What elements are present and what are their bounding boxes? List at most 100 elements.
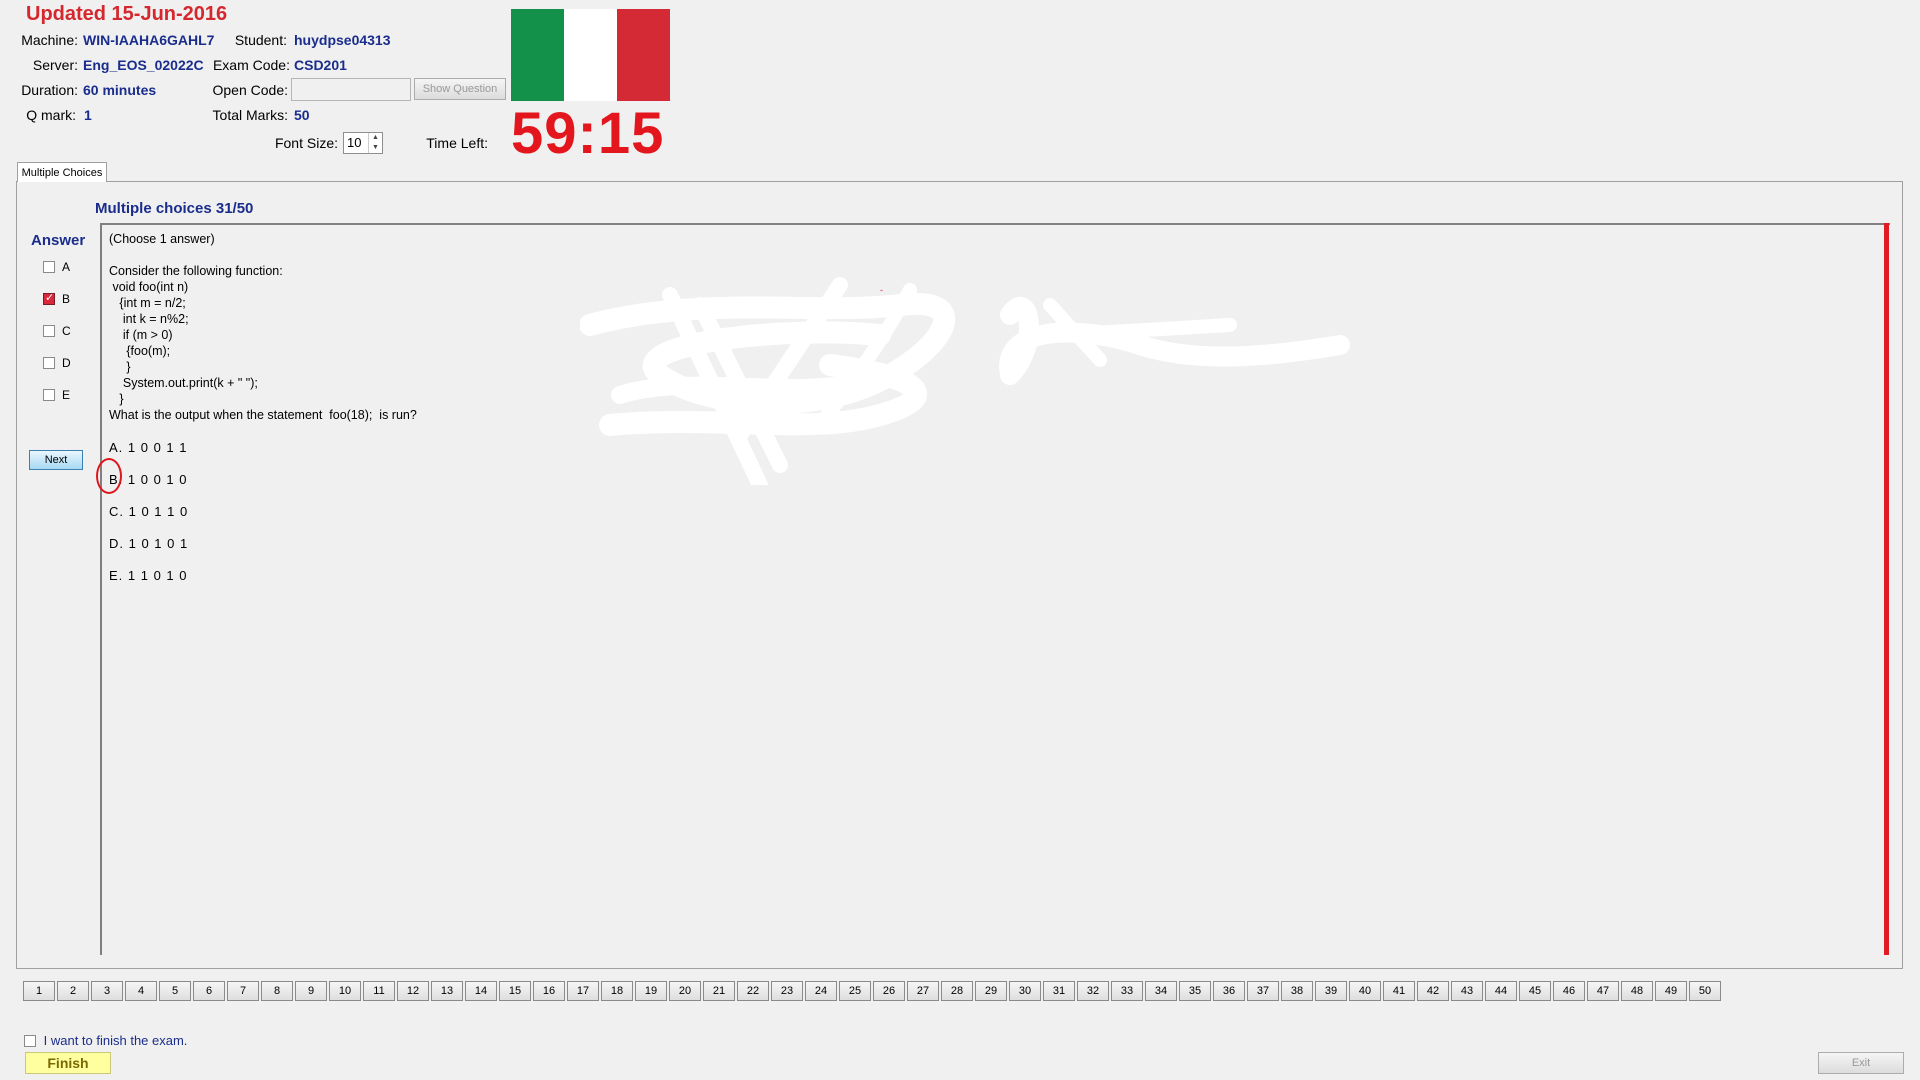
question-button[interactable]: 13 xyxy=(431,981,463,1001)
question-button[interactable]: 9 xyxy=(295,981,327,1001)
answer-choice-b[interactable]: B xyxy=(43,291,103,309)
flag-stripe-red xyxy=(617,9,670,101)
checkbox-c[interactable] xyxy=(43,324,55,337)
answer-choice-e[interactable]: E xyxy=(43,387,103,405)
question-button[interactable]: 7 xyxy=(227,981,259,1001)
answer-choice-c[interactable]: C xyxy=(43,323,103,341)
font-size-label: Font Size: xyxy=(274,135,338,151)
server-label: Server: xyxy=(32,57,78,73)
option-a: A. 1 0 0 1 1 xyxy=(109,440,188,455)
total-marks-value: 50 xyxy=(294,107,310,123)
machine-label: Machine: xyxy=(21,32,78,48)
exam-code-value: CSD201 xyxy=(294,57,347,73)
question-button[interactable]: 31 xyxy=(1043,981,1075,1001)
question-button[interactable]: 37 xyxy=(1247,981,1279,1001)
question-button[interactable]: 20 xyxy=(669,981,701,1001)
checkbox-e[interactable] xyxy=(43,388,55,401)
question-button[interactable]: 19 xyxy=(635,981,667,1001)
question-button[interactable]: 49 xyxy=(1655,981,1687,1001)
question-button[interactable]: 12 xyxy=(397,981,429,1001)
question-button[interactable]: 1 xyxy=(23,981,55,1001)
flag-image xyxy=(511,9,670,101)
checkbox-d[interactable] xyxy=(43,356,55,369)
question-button[interactable]: 42 xyxy=(1417,981,1449,1001)
question-button[interactable]: 32 xyxy=(1077,981,1109,1001)
choice-letter: A xyxy=(62,259,71,274)
question-button[interactable]: 22 xyxy=(737,981,769,1001)
option-c: C. 1 0 1 1 0 xyxy=(109,504,189,519)
updated-date: Updated 15-Jun-2016 xyxy=(26,3,228,25)
question-button[interactable]: 17 xyxy=(567,981,599,1001)
question-button[interactable]: 44 xyxy=(1485,981,1517,1001)
question-button[interactable]: 30 xyxy=(1009,981,1041,1001)
question-button[interactable]: 39 xyxy=(1315,981,1347,1001)
question-button[interactable]: 21 xyxy=(703,981,735,1001)
question-button[interactable]: 38 xyxy=(1281,981,1313,1001)
font-size-spinner[interactable]: 10 ▲ ▼ xyxy=(343,132,383,154)
spinner-arrows-icon[interactable]: ▲ ▼ xyxy=(368,133,382,153)
flag-stripe-white xyxy=(564,9,617,101)
duration-label: Duration: xyxy=(21,82,78,98)
machine-value: WIN-IAAHA6GAHL7 xyxy=(83,32,215,48)
next-button[interactable]: Next xyxy=(29,450,83,470)
question-button[interactable]: 45 xyxy=(1519,981,1551,1001)
question-button[interactable]: 5 xyxy=(159,981,191,1001)
red-circle-annotation xyxy=(96,458,122,494)
question-button[interactable]: 36 xyxy=(1213,981,1245,1001)
checkbox-a[interactable] xyxy=(43,260,55,273)
exit-button[interactable]: Exit xyxy=(1818,1052,1904,1074)
finish-confirm-row[interactable]: I want to finish the exam. xyxy=(24,1032,187,1048)
question-button[interactable]: 27 xyxy=(907,981,939,1001)
show-question-button[interactable]: Show Question xyxy=(414,78,506,100)
question-button[interactable]: 47 xyxy=(1587,981,1619,1001)
question-button[interactable]: 4 xyxy=(125,981,157,1001)
option-b: B. 1 0 0 1 0 xyxy=(109,472,188,487)
question-button[interactable]: 48 xyxy=(1621,981,1653,1001)
question-button[interactable]: 14 xyxy=(465,981,497,1001)
question-button[interactable]: 2 xyxy=(57,981,89,1001)
answer-choice-d[interactable]: D xyxy=(43,355,103,373)
question-button[interactable]: 34 xyxy=(1145,981,1177,1001)
flag-stripe-green xyxy=(511,9,564,101)
option-e: E. 1 1 0 1 0 xyxy=(109,568,188,583)
question-content-box xyxy=(100,223,1890,955)
timer: 59:15 xyxy=(511,101,665,166)
qmark-value: 1 xyxy=(84,107,92,123)
server-value: Eng_EOS_02022C xyxy=(83,57,204,73)
checkbox-b[interactable] xyxy=(43,291,55,305)
qmark-label: Q mark: xyxy=(26,107,76,123)
question-button[interactable]: 3 xyxy=(91,981,123,1001)
time-left-label: Time Left: xyxy=(426,135,488,151)
answer-title: Answer xyxy=(31,232,86,249)
question-button[interactable]: 8 xyxy=(261,981,293,1001)
question-button[interactable]: 24 xyxy=(805,981,837,1001)
question-button[interactable]: 26 xyxy=(873,981,905,1001)
question-button[interactable]: 23 xyxy=(771,981,803,1001)
answer-choice-a[interactable]: A xyxy=(43,259,103,277)
open-code-input[interactable] xyxy=(291,78,411,101)
question-button[interactable]: 35 xyxy=(1179,981,1211,1001)
question-button[interactable]: 43 xyxy=(1451,981,1483,1001)
finish-confirm-checkbox[interactable] xyxy=(24,1034,36,1047)
question-button[interactable]: 50 xyxy=(1689,981,1721,1001)
question-button[interactable]: 16 xyxy=(533,981,565,1001)
font-size-value: 10 xyxy=(347,135,362,150)
question-button[interactable]: 28 xyxy=(941,981,973,1001)
question-button[interactable]: 29 xyxy=(975,981,1007,1001)
exam-code-label: Exam Code: xyxy=(212,57,290,73)
total-marks-label: Total Marks: xyxy=(212,107,288,123)
question-button[interactable]: 40 xyxy=(1349,981,1381,1001)
question-button[interactable]: 6 xyxy=(193,981,225,1001)
question-button[interactable]: 18 xyxy=(601,981,633,1001)
question-button[interactable]: 41 xyxy=(1383,981,1415,1001)
question-button[interactable]: 11 xyxy=(363,981,395,1001)
question-button[interactable]: 10 xyxy=(329,981,361,1001)
question-button[interactable]: 33 xyxy=(1111,981,1143,1001)
tab-multiple-choices[interactable]: Multiple Choices xyxy=(17,162,107,182)
question-button[interactable]: 25 xyxy=(839,981,871,1001)
finish-button[interactable]: Finish xyxy=(25,1052,111,1074)
student-value: huydpse04313 xyxy=(294,32,391,48)
question-button[interactable]: 46 xyxy=(1553,981,1585,1001)
question-button[interactable]: 15 xyxy=(499,981,531,1001)
open-code-label: Open Code: xyxy=(212,82,289,98)
